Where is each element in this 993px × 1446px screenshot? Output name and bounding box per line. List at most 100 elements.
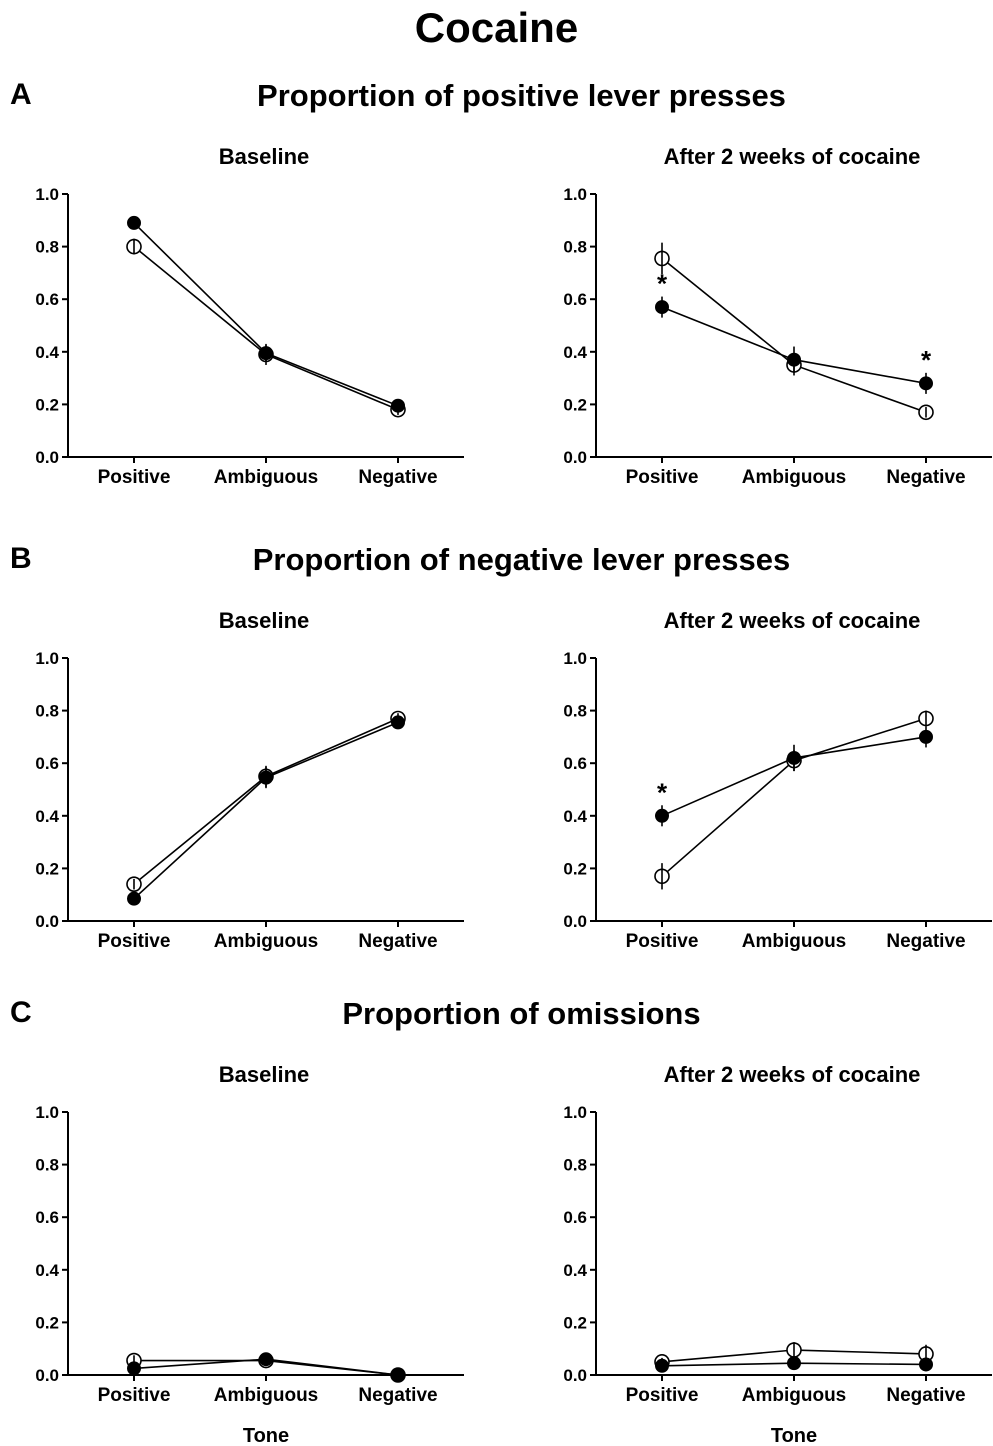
series-line-open xyxy=(661,717,927,877)
data-point-filled xyxy=(655,300,669,315)
y-tick-label: 0.4 xyxy=(563,807,587,826)
data-point-filled xyxy=(391,715,405,730)
y-tick-label: 0.2 xyxy=(35,859,59,878)
x-tick-label: Negative xyxy=(886,1385,965,1406)
y-tick-label: 0.0 xyxy=(35,448,59,467)
y-tick-label: 0.8 xyxy=(563,702,587,721)
x-tick-label: Negative xyxy=(886,467,965,488)
chart-panel-3: Baseline 0.0 0.2 0.4 0.6 0.8 1.0 Positive Ambigu… xyxy=(35,608,464,952)
data-point-filled xyxy=(391,1368,405,1382)
data-point-filled xyxy=(919,376,933,391)
y-tick-label: 0.0 xyxy=(563,912,587,931)
panel-title: Baseline xyxy=(219,608,310,633)
y-tick-label: 0.6 xyxy=(35,1208,59,1227)
figure-title: Cocaine xyxy=(414,4,579,51)
y-tick-label: 0.6 xyxy=(35,290,59,309)
panel-title: Baseline xyxy=(219,144,310,169)
data-point-filled xyxy=(259,346,273,361)
y-tick-label: 0.4 xyxy=(35,343,59,362)
x-tick-label: Ambiguous xyxy=(214,931,319,952)
x-tick-label: Ambiguous xyxy=(214,467,319,488)
y-tick-label: 0.8 xyxy=(35,238,59,257)
data-point-filled xyxy=(391,398,405,413)
y-tick-label: 1.0 xyxy=(563,185,587,204)
y-tick-label: 1.0 xyxy=(35,649,59,668)
x-tick-label: Positive xyxy=(626,467,699,488)
x-tick-label: Positive xyxy=(98,931,171,952)
y-tick-label: 0.8 xyxy=(563,238,587,257)
x-tick-label: Negative xyxy=(886,931,965,952)
series-line-open xyxy=(661,257,927,414)
y-tick-label: 0.0 xyxy=(563,448,587,467)
y-tick-label: 0.4 xyxy=(35,1261,59,1280)
x-tick-label: Positive xyxy=(626,931,699,952)
series-line-filled xyxy=(133,721,399,900)
x-tick-label: Negative xyxy=(358,931,437,952)
y-tick-label: 0.6 xyxy=(563,290,587,309)
x-tick-label: Ambiguous xyxy=(742,1385,847,1406)
x-tick-label: Negative xyxy=(358,1385,437,1406)
panel-letter-b: B xyxy=(10,542,32,575)
panel-title: After 2 weeks of cocaine xyxy=(664,1062,921,1087)
y-tick-label: 1.0 xyxy=(563,649,587,668)
y-tick-label: 0.2 xyxy=(563,859,587,878)
panel-title: Baseline xyxy=(219,1062,310,1087)
x-tick-label: Ambiguous xyxy=(214,1385,319,1406)
data-point-filled xyxy=(787,1356,801,1371)
x-tick-label: Positive xyxy=(626,1385,699,1406)
y-tick-label: 0.0 xyxy=(563,1366,587,1385)
panel-letter-c: C xyxy=(10,996,32,1029)
data-point-filled xyxy=(787,750,801,765)
chart-panel-5: Baseline 0.0 0.2 0.4 0.6 0.8 1.0 Positive Ambigu… xyxy=(35,1062,464,1446)
y-tick-label: 0.6 xyxy=(563,1208,587,1227)
data-point-filled xyxy=(127,891,141,906)
significance-star: * xyxy=(657,269,668,299)
section-title-a: Proportion of positive lever presses xyxy=(257,78,786,113)
y-tick-label: 0.4 xyxy=(563,343,587,362)
section-title-b: Proportion of negative lever presses xyxy=(252,542,791,577)
section-title-c: Proportion of omissions xyxy=(342,996,701,1031)
data-point-filled xyxy=(127,215,141,230)
y-tick-label: 0.8 xyxy=(563,1156,587,1175)
x-tick-label: Positive xyxy=(98,467,171,488)
chart-panel-6: After 2 weeks of cocaine 0.0 0.2 0.4 0.6 0.8 1… xyxy=(563,1062,992,1446)
y-tick-label: 0.0 xyxy=(35,1366,59,1385)
data-point-filled xyxy=(787,352,801,367)
y-tick-label: 1.0 xyxy=(35,185,59,204)
x-axis-title: Tone xyxy=(771,1425,817,1446)
data-point-filled xyxy=(259,1352,273,1367)
data-point-filled xyxy=(919,1357,933,1372)
chart-panel-2: After 2 weeks of cocaine 0.0 0.2 0.4 0.6 0.8 1… xyxy=(563,144,992,488)
significance-star: * xyxy=(921,345,932,375)
y-tick-label: 0.4 xyxy=(35,807,59,826)
y-tick-label: 0.6 xyxy=(35,754,59,773)
data-point-filled xyxy=(655,1358,669,1373)
y-tick-label: 0.8 xyxy=(35,702,59,721)
x-tick-label: Positive xyxy=(98,1385,171,1406)
y-tick-label: 0.4 xyxy=(563,1261,587,1280)
data-point-filled xyxy=(919,729,933,744)
data-point-filled xyxy=(655,808,669,823)
y-tick-label: 0.2 xyxy=(35,395,59,414)
significance-star: * xyxy=(657,777,668,807)
series-line-filled xyxy=(133,222,399,407)
y-tick-label: 0.2 xyxy=(563,395,587,414)
y-tick-label: 0.0 xyxy=(35,912,59,931)
panel-letter-a: A xyxy=(10,78,32,111)
y-tick-label: 0.2 xyxy=(563,1313,587,1332)
y-tick-label: 0.2 xyxy=(35,1313,59,1332)
x-tick-label: Negative xyxy=(358,467,437,488)
chart-panel-1: Baseline 0.0 0.2 0.4 0.6 0.8 1.0 Positive Ambigu… xyxy=(35,144,464,488)
series-line-open xyxy=(133,245,399,411)
panel-title: After 2 weeks of cocaine xyxy=(664,144,921,169)
data-point-filled xyxy=(259,770,273,785)
y-tick-label: 0.8 xyxy=(35,1156,59,1175)
y-tick-label: 1.0 xyxy=(35,1103,59,1122)
data-point-filled xyxy=(127,1361,141,1376)
x-axis-title: Tone xyxy=(243,1425,289,1446)
x-tick-label: Ambiguous xyxy=(742,931,847,952)
x-tick-label: Ambiguous xyxy=(742,467,847,488)
y-tick-label: 0.6 xyxy=(563,754,587,773)
chart-panel-4: After 2 weeks of cocaine 0.0 0.2 0.4 0.6 0.8 1… xyxy=(563,608,992,952)
